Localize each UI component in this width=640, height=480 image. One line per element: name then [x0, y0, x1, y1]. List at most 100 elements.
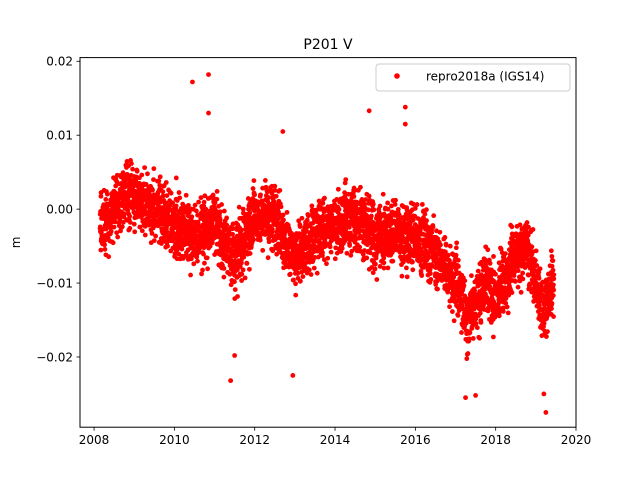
- data-point: [454, 240, 460, 246]
- data-point: [219, 202, 224, 207]
- data-point: [461, 283, 467, 288]
- data-point: [304, 217, 310, 223]
- data-point: [125, 208, 131, 213]
- data-point: [395, 207, 401, 212]
- data-point: [447, 243, 453, 249]
- chart-title: P201 V: [303, 37, 353, 53]
- data-point: [265, 219, 271, 225]
- data-point: [149, 230, 155, 236]
- data-point: [224, 222, 230, 228]
- data-point: [293, 281, 298, 287]
- data-point: [298, 278, 303, 284]
- data-point: [305, 213, 311, 219]
- data-point: [404, 265, 409, 271]
- data-point: [339, 245, 345, 251]
- data-point: [390, 258, 396, 264]
- data-point: [241, 254, 247, 260]
- data-point: [170, 200, 176, 206]
- data-point: [360, 251, 366, 257]
- data-point: [272, 183, 278, 189]
- data-point: [334, 234, 340, 240]
- data-point: [332, 256, 338, 262]
- data-point: [504, 304, 510, 310]
- data-point: [473, 393, 478, 398]
- data-point: [252, 192, 257, 198]
- data-point: [260, 247, 266, 253]
- data-point: [404, 207, 410, 213]
- data-point: [374, 277, 380, 282]
- data-point: [157, 174, 163, 180]
- data-point: [347, 222, 352, 228]
- data-point: [548, 248, 554, 254]
- data-point: [217, 209, 223, 215]
- data-point: [108, 228, 114, 234]
- data-point: [151, 166, 157, 172]
- data-point: [145, 171, 150, 177]
- x-tick-label: 2010: [159, 433, 190, 447]
- data-point: [438, 242, 443, 248]
- data-point: [190, 79, 195, 85]
- y-tick-label: 0.00: [46, 202, 73, 216]
- data-point: [478, 319, 484, 325]
- data-point: [265, 255, 271, 261]
- data-point: [473, 321, 479, 326]
- data-point: [183, 192, 189, 198]
- data-point: [366, 193, 372, 199]
- data-point: [163, 180, 169, 185]
- data-point: [367, 250, 373, 256]
- data-point: [247, 266, 252, 272]
- data-point: [422, 211, 428, 217]
- legend-marker: [394, 73, 400, 79]
- data-point: [214, 188, 220, 194]
- data-point: [247, 210, 253, 216]
- data-point: [530, 227, 536, 232]
- data-point: [274, 251, 280, 257]
- y-tick-label: 0.01: [46, 129, 73, 143]
- data-point: [549, 301, 555, 306]
- data-point: [176, 190, 182, 195]
- data-point: [445, 252, 451, 258]
- data-point: [385, 265, 391, 271]
- data-point: [429, 230, 435, 235]
- data-point: [520, 276, 526, 282]
- data-point: [405, 227, 411, 233]
- data-point: [238, 260, 244, 266]
- data-point: [299, 215, 305, 221]
- data-point: [505, 310, 511, 316]
- data-point: [206, 110, 211, 116]
- x-tick-label: 2020: [561, 433, 592, 447]
- data-point: [119, 224, 125, 230]
- data-point: [232, 279, 237, 285]
- data-point: [455, 257, 461, 263]
- data-point: [491, 254, 496, 259]
- data-point: [453, 245, 459, 251]
- data-point: [269, 226, 275, 232]
- data-point: [366, 207, 371, 213]
- data-point: [111, 224, 117, 230]
- data-point: [297, 224, 303, 229]
- data-point: [221, 208, 227, 214]
- data-point: [131, 221, 137, 227]
- data-point: [137, 180, 142, 186]
- data-point: [357, 244, 363, 250]
- data-point: [419, 202, 425, 207]
- data-point: [106, 254, 112, 260]
- data-point: [442, 234, 448, 240]
- data-point: [392, 202, 398, 207]
- data-point: [404, 274, 410, 280]
- data-point: [414, 202, 420, 207]
- data-point: [447, 304, 452, 310]
- data-point: [385, 200, 391, 206]
- data-point: [164, 193, 170, 199]
- x-tick-label: 2018: [480, 433, 511, 447]
- data-point: [130, 166, 136, 172]
- data-point: [112, 219, 118, 225]
- data-point: [221, 274, 227, 280]
- data-point: [290, 373, 296, 378]
- data-point: [224, 215, 230, 221]
- data-point: [124, 172, 130, 177]
- data-point: [203, 206, 209, 212]
- data-point: [437, 229, 443, 235]
- data-point: [239, 271, 245, 277]
- data-point: [250, 186, 256, 191]
